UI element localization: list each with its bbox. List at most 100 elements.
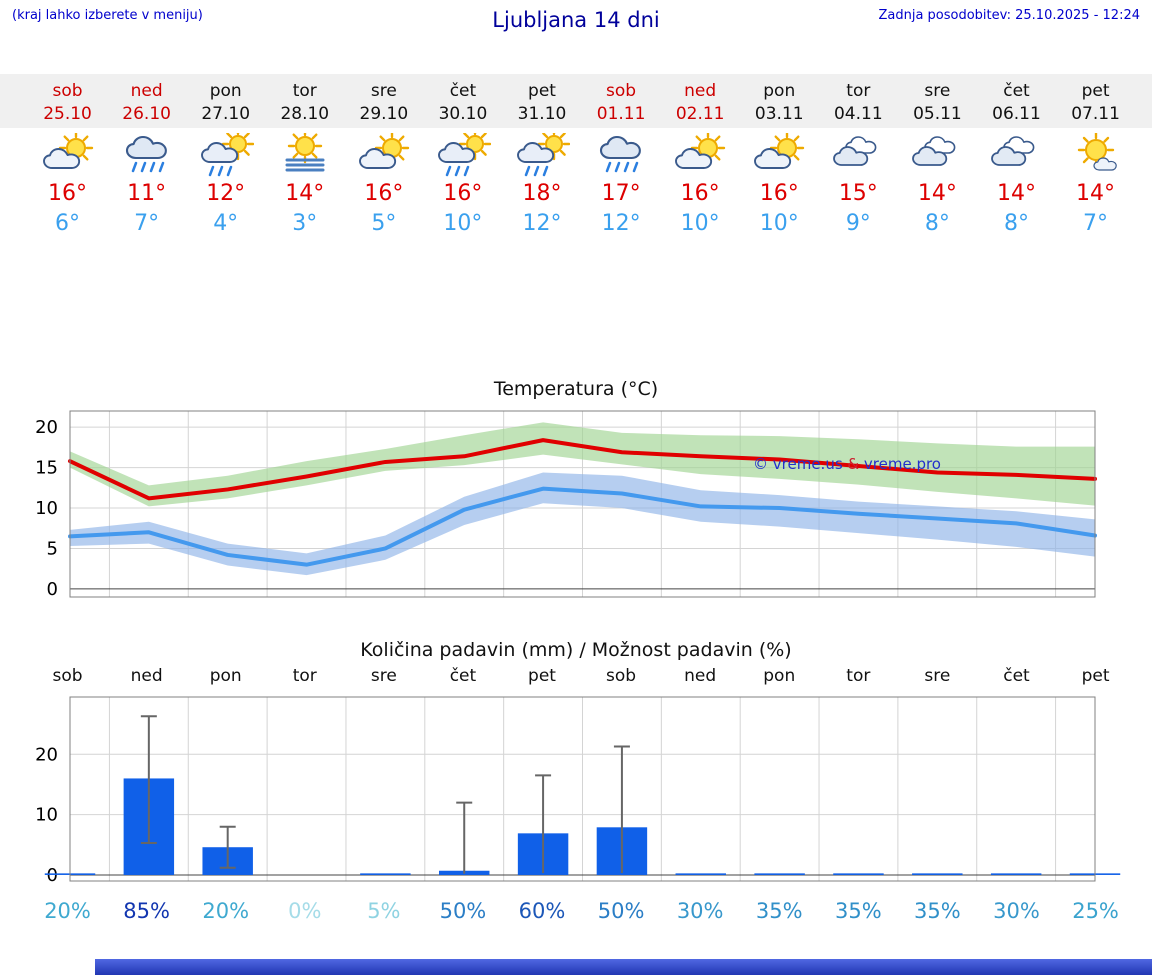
precipitation-section: Količina padavin (mm) / Možnost padavin … xyxy=(0,639,1152,923)
forecast-section: sob 25.10 16° 6° ned 26.10 11° 7° pon 27… xyxy=(0,74,1152,236)
svg-text:20: 20 xyxy=(35,417,58,438)
sun-cloud-icon xyxy=(661,124,740,178)
sun-cloud-icon xyxy=(740,124,819,178)
footer-bar xyxy=(95,959,1152,975)
precip-probability: 35% xyxy=(755,899,803,923)
fog-sun-icon xyxy=(265,124,344,178)
day-column: sob 25.10 16° 6° xyxy=(28,74,107,236)
sun-rain-icon xyxy=(186,124,265,178)
day-column: čet 06.11 14° 8° xyxy=(977,74,1056,236)
day-column: čet 30.10 16° 10° xyxy=(423,74,502,236)
precip-probability: 0% xyxy=(288,899,322,923)
precip-probability: 50% xyxy=(597,899,645,923)
sun-cloud-icon xyxy=(344,124,423,178)
max-temperature: 12° xyxy=(206,181,246,206)
precip-probability: 35% xyxy=(834,899,882,923)
day-date: 04.11 xyxy=(833,104,883,124)
day-date: 01.11 xyxy=(596,104,646,124)
day-name: pon xyxy=(209,81,242,101)
forecast-strip: sob 25.10 16° 6° ned 26.10 11° 7° pon 27… xyxy=(0,74,1152,236)
svg-text:0: 0 xyxy=(47,579,58,600)
precip-probability: 30% xyxy=(993,899,1040,923)
precip-day-label: sob xyxy=(606,666,637,686)
min-temperature: 3° xyxy=(292,211,318,236)
precip-day-label: pet xyxy=(528,666,556,686)
min-temperature: 12° xyxy=(522,211,562,236)
max-temperature: 16° xyxy=(680,181,720,206)
precip-day-label: sre xyxy=(370,666,397,686)
min-temperature: 10° xyxy=(680,211,720,236)
max-temperature: 18° xyxy=(522,181,562,206)
day-name: pet xyxy=(528,81,556,101)
max-temperature: 16° xyxy=(759,181,799,206)
precip-probability: 20% xyxy=(202,899,250,923)
max-temperature: 14° xyxy=(1076,181,1116,206)
min-temperature: 8° xyxy=(924,211,950,236)
precip-probability: 35% xyxy=(914,899,961,923)
min-temperature: 10° xyxy=(443,211,483,236)
precip-percent-row: 20% 85% 20% 0% 5% 50% 60% 50% 30% 35% 35% 35% 30% 25% xyxy=(0,891,1152,923)
day-column: pet 31.10 18° 12° xyxy=(502,74,581,236)
day-date: 27.10 xyxy=(201,104,251,124)
day-date: 02.11 xyxy=(675,104,725,124)
day-column: tor 28.10 14° 3° xyxy=(265,74,344,236)
day-name: ned xyxy=(684,81,717,101)
precip-day-label: tor xyxy=(846,666,871,686)
min-temperature: 4° xyxy=(213,211,239,236)
day-date: 06.11 xyxy=(992,104,1041,124)
day-column: sre 05.11 14° 8° xyxy=(898,74,977,236)
svg-text:20: 20 xyxy=(35,744,58,765)
header: (kraj lahko izberete v meniju) Ljubljana… xyxy=(0,0,1152,32)
precip-day-label: ned xyxy=(130,666,163,686)
sun-cloud-icon xyxy=(28,124,107,178)
precip-day-labels: sob ned pon tor sre čet pet sob ned pon tor sre čet p… xyxy=(0,666,1152,691)
temperature-section: Temperatura (°C) 0 5 10 15 20 © vreme.us & vr… xyxy=(0,378,1152,605)
mostly-sunny-icon xyxy=(1056,124,1135,178)
max-temperature: 14° xyxy=(917,181,957,206)
max-temperature: 16° xyxy=(48,181,88,206)
day-header-band xyxy=(0,74,1152,128)
day-name: sre xyxy=(370,81,397,101)
min-temperature: 10° xyxy=(759,211,799,236)
cloudy-icon xyxy=(819,124,898,178)
day-date: 05.11 xyxy=(913,104,962,124)
day-name: sob xyxy=(52,81,83,101)
min-temperature: 8° xyxy=(1003,211,1029,236)
day-date: 03.11 xyxy=(754,104,804,124)
precip-day-label: pon xyxy=(209,666,242,686)
day-column: pon 03.11 16° 10° xyxy=(740,74,819,236)
temperature-chart: 0 5 10 15 20 © vreme.us & vreme.pro xyxy=(35,410,1097,600)
rain-icon xyxy=(582,124,661,178)
precip-day-label: čet xyxy=(449,666,477,686)
day-column: ned 26.10 11° 7° xyxy=(107,74,186,236)
svg-text:15: 15 xyxy=(35,458,58,479)
day-column: tor 04.11 15° 9° xyxy=(819,74,898,236)
temperature-chart-title: Temperatura (°C) xyxy=(493,378,659,400)
day-date: 25.10 xyxy=(43,104,92,124)
precip-day-label: sob xyxy=(52,666,83,686)
precip-probability: 20% xyxy=(44,899,91,923)
precip-day-label: sre xyxy=(924,666,951,686)
max-temperature: 14° xyxy=(996,181,1036,206)
max-temperature: 11° xyxy=(127,181,167,206)
precip-day-label: pon xyxy=(763,666,796,686)
svg-text:0: 0 xyxy=(47,865,58,886)
precip-day-label: tor xyxy=(292,666,317,686)
day-column: pon 27.10 12° 4° xyxy=(186,74,265,236)
day-name: tor xyxy=(846,81,871,101)
precip-day-label: ned xyxy=(684,666,717,686)
svg-text:10: 10 xyxy=(35,498,58,519)
min-temperature: 6° xyxy=(55,211,81,236)
precip-probability: 25% xyxy=(1072,899,1119,923)
day-column: pet 07.11 14° 7° xyxy=(1056,74,1135,236)
precip-day-label: čet xyxy=(1003,666,1030,686)
precipitation-chart: 0 10 20 xyxy=(35,696,1121,886)
sun-rain-icon xyxy=(423,124,502,178)
day-date: 31.10 xyxy=(517,104,567,124)
day-date: 26.10 xyxy=(122,104,171,124)
page-title: Ljubljana 14 dni xyxy=(492,8,660,32)
day-name: čet xyxy=(1003,81,1030,101)
day-name: sre xyxy=(924,81,951,101)
max-temperature: 15° xyxy=(838,181,878,206)
